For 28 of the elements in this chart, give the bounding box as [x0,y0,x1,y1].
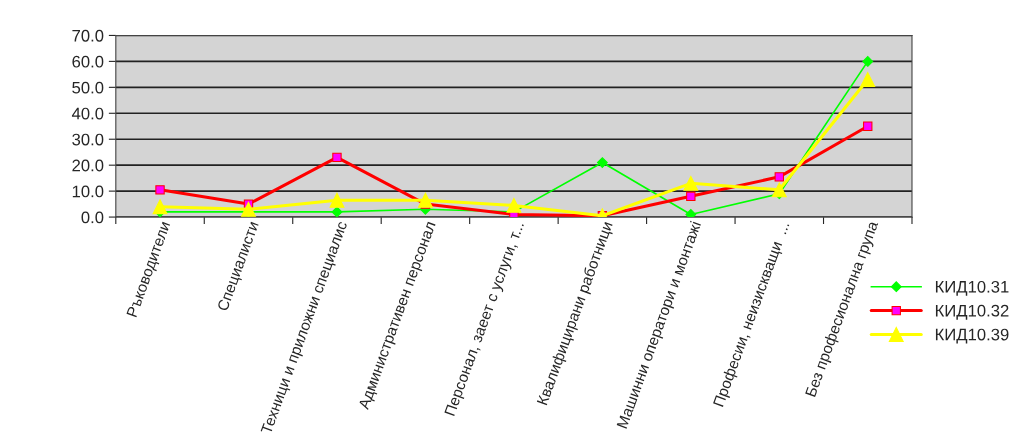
point [155,185,165,195]
y-tick-label: 0.0 [81,211,104,224]
point [774,172,784,182]
point [685,209,697,218]
y-tick-label: 40.0 [71,107,104,120]
y-tick-label: 10.0 [72,185,104,198]
point [331,206,343,218]
point [417,192,433,208]
legend-label: КИД10.31 [935,280,1009,296]
y-tick-label: 70.0 [72,29,104,42]
point [332,152,342,163]
y-tick-label: 20.0 [72,159,104,172]
point [860,72,876,88]
point [683,175,699,191]
point [596,157,608,169]
point [152,199,168,215]
point [863,121,873,131]
legend-label: КИД10.32 [935,304,1009,320]
legend-label: КИД10.39 [935,328,1009,344]
y-tick-label: 60.0 [72,55,104,68]
point [771,182,787,198]
point [329,192,345,208]
y-tick-label: 50.0 [72,81,104,94]
point [241,201,256,217]
point [862,55,874,67]
point [506,197,522,213]
y-tick-label: 30.0 [72,133,104,146]
point [686,191,696,201]
